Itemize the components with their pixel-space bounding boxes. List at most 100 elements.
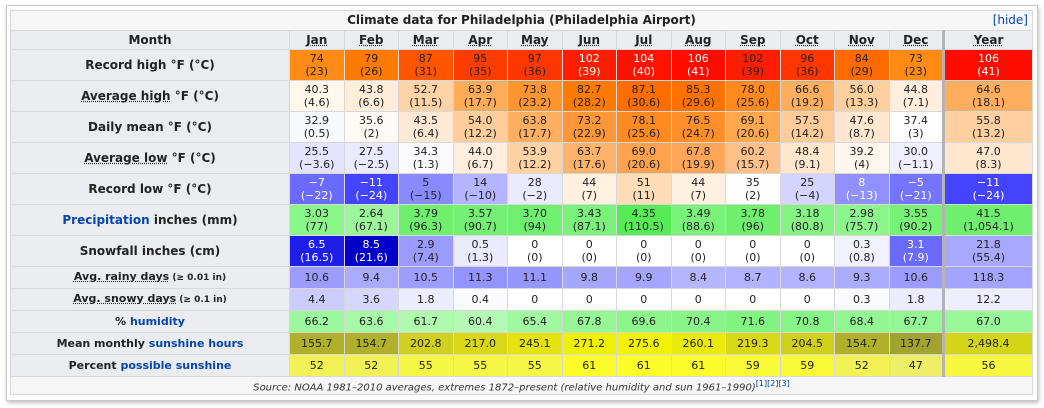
value-text: 55	[418, 359, 433, 372]
value-cell: 219.3	[725, 332, 781, 355]
row-label-link[interactable]: possible sunshine	[120, 359, 232, 372]
value-text: (17.7)	[463, 96, 497, 109]
value-text: (1.3)	[467, 251, 494, 264]
value-text: (−10)	[464, 189, 497, 202]
value-text: (28.2)	[572, 96, 606, 109]
value-cell: 52	[834, 354, 890, 377]
value-cell: 3.78 (96)	[725, 204, 781, 236]
value-text: 9.9	[635, 271, 653, 284]
row-label-link[interactable]: sunshine hours	[148, 337, 244, 350]
value-cell: 95 (35)	[452, 49, 508, 81]
value-text: (14.2)	[790, 127, 824, 140]
value-text: (26)	[359, 65, 383, 78]
value-text: 10.5	[413, 271, 439, 284]
value-cell: 3.6	[343, 288, 399, 311]
value-cell: 60.2 (15.7)	[725, 142, 781, 174]
value-cell: 67.7	[888, 310, 944, 333]
value-text: (0)	[526, 251, 543, 264]
value-cell: 118.3	[942, 266, 1033, 289]
value-cell: 34.3 (1.3)	[398, 142, 454, 174]
value-cell: 78.0 (25.6)	[725, 80, 781, 112]
value-text: 84	[854, 52, 869, 65]
value-text: 118.3	[972, 271, 1005, 284]
data-row: Average high °F (°C) 40.3 (4.6) 43.8 (6.6) 52…	[10, 80, 1033, 112]
row-label-link[interactable]: Precipitation	[62, 212, 150, 227]
ref-link[interactable]: [3]	[778, 379, 790, 388]
row-label: Record low °F (°C)	[10, 173, 290, 205]
row-label: Snowfall inches (cm)	[10, 235, 290, 267]
value-text: 68.4	[849, 315, 875, 328]
value-text: (11)	[632, 189, 656, 202]
value-cell: 56	[942, 354, 1033, 377]
value-text: (4)	[853, 158, 870, 171]
hide-link[interactable]: [hide]	[992, 13, 1028, 27]
value-cell: 69.6	[616, 310, 672, 333]
value-text: 2.98	[849, 207, 875, 220]
value-cell: −11 (−24)	[942, 173, 1033, 205]
value-text: 37.4	[903, 114, 929, 127]
value-cell: 57.5 (14.2)	[779, 111, 835, 143]
value-cell: 28 (−2)	[507, 173, 563, 205]
value-text: 95	[473, 52, 488, 65]
value-text: (3)	[907, 127, 924, 140]
value-text: (41)	[686, 65, 710, 78]
ref-link[interactable]: [2]	[767, 379, 779, 388]
value-text: (1,054.1)	[963, 220, 1014, 233]
value-text: 30.0	[903, 145, 929, 158]
value-cell: 3.79 (96.3)	[398, 204, 454, 236]
value-text: (55.4)	[971, 251, 1006, 264]
value-text: 104	[633, 52, 655, 65]
data-row: Percent possible sunshine 52 52 55 55 55 61 61 6…	[10, 354, 1033, 377]
value-text: 55.8	[976, 114, 1001, 127]
value-cell: 9.3	[834, 266, 890, 289]
value-cell: 70.8	[779, 310, 835, 333]
value-text: (25.6)	[736, 96, 770, 109]
value-cell: 76.5 (24.7)	[670, 111, 726, 143]
value-text: (−13)	[845, 189, 878, 202]
value-text: 48.4	[795, 145, 820, 158]
value-cell: 54.0 (12.2)	[452, 111, 508, 143]
value-text: (90.2)	[899, 220, 933, 233]
value-cell: 47	[888, 354, 944, 377]
value-text: −11	[359, 176, 383, 189]
row-label-text: Record low °F (°C)	[88, 181, 212, 196]
value-text: 8	[858, 176, 866, 189]
value-text: 70.8	[795, 315, 820, 328]
value-text: 0	[803, 238, 811, 251]
value-text: 2.64	[359, 207, 384, 220]
row-label-link[interactable]: humidity	[129, 315, 185, 328]
value-text: 97	[527, 52, 542, 65]
value-text: (−4)	[794, 189, 820, 202]
value-text: 21.8	[976, 238, 1001, 251]
value-text: 0.5	[471, 238, 490, 251]
value-text: 0.4	[471, 293, 490, 306]
value-text: 5	[422, 176, 430, 189]
value-cell: 0 (0)	[670, 235, 726, 267]
value-text: (0.8)	[848, 251, 875, 264]
value-cell: 66.6 (19.2)	[779, 80, 835, 112]
row-label: Record high °F (°C)	[10, 49, 290, 81]
value-cell: 271.2	[561, 332, 617, 355]
value-cell: 25 (−4)	[779, 173, 835, 205]
value-cell: 67.8	[561, 310, 617, 333]
row-label: Average low °F (°C)	[10, 142, 290, 174]
value-cell: 0	[725, 288, 781, 311]
value-text: 73.2	[577, 114, 602, 127]
value-cell: 85.3 (29.6)	[670, 80, 726, 112]
value-text: (23.2)	[518, 96, 552, 109]
value-text: (8.3)	[975, 158, 1002, 171]
value-text: (−24)	[355, 189, 388, 202]
value-text: 73	[908, 52, 923, 65]
value-cell: 67.8 (19.9)	[670, 142, 726, 174]
ref-link[interactable]: [1]	[755, 379, 768, 388]
value-text: 60.4	[468, 315, 493, 328]
value-cell: 97 (36)	[507, 49, 563, 81]
value-text: (96)	[741, 220, 765, 233]
value-text: (−24)	[972, 189, 1005, 202]
value-text: 66.6	[795, 83, 820, 96]
value-text: 0.3	[853, 238, 871, 251]
value-cell: 61	[670, 354, 726, 377]
value-cell: 61	[616, 354, 672, 377]
value-cell: 1.8	[888, 288, 944, 311]
